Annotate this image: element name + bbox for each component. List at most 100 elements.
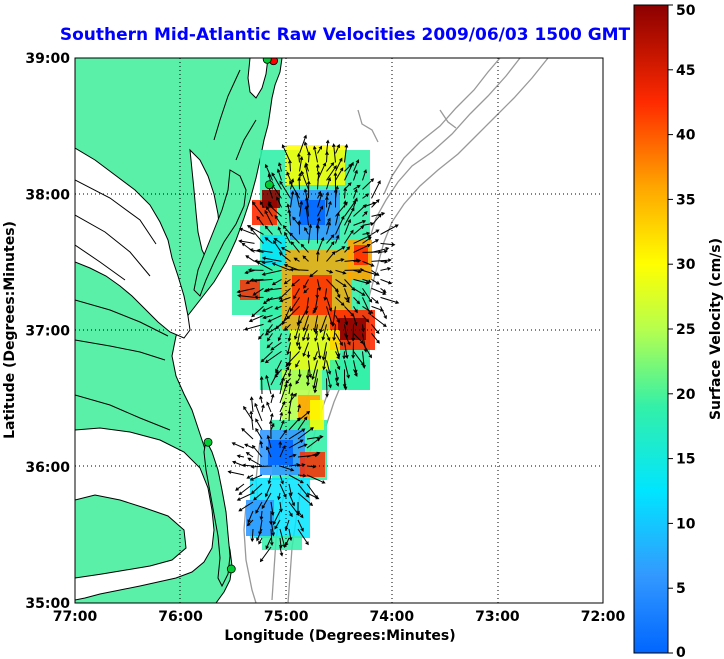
velocity-arrow bbox=[251, 201, 264, 217]
velocity-arrow bbox=[308, 223, 313, 244]
velocity-vectors-north bbox=[236, 134, 400, 398]
velocity-arrow bbox=[335, 167, 344, 181]
velocity-arrow bbox=[353, 184, 361, 190]
velocity-arrow bbox=[279, 501, 283, 513]
velocity-arrow bbox=[335, 143, 340, 154]
velocity-arrow bbox=[265, 206, 273, 217]
velocity-arrow bbox=[322, 351, 327, 371]
velocity-arrow bbox=[247, 268, 264, 272]
velocity-arrow bbox=[265, 537, 272, 550]
velocity-arrow bbox=[266, 333, 273, 342]
x-tick-label: 72:00 bbox=[581, 609, 626, 625]
velocity-arrow bbox=[258, 537, 263, 545]
velocity-arrow bbox=[288, 492, 295, 507]
velocity-arrow bbox=[277, 492, 281, 501]
velocity-arrow bbox=[297, 510, 304, 519]
velocity-arrow bbox=[287, 369, 292, 378]
velocity-arrow bbox=[362, 278, 372, 284]
velocity-arrow bbox=[256, 215, 264, 226]
velocity-arrow bbox=[371, 278, 380, 285]
velocity-arrow bbox=[344, 161, 354, 181]
velocity-arrow bbox=[306, 378, 310, 387]
velocity-arrow bbox=[259, 440, 264, 449]
velocity-arrow bbox=[274, 519, 281, 530]
velocity-arrow bbox=[258, 333, 264, 340]
velocity-arrow bbox=[254, 402, 263, 422]
velocity-arrow bbox=[335, 315, 340, 324]
velocity-arrow bbox=[306, 451, 321, 458]
station-marker bbox=[264, 180, 274, 190]
velocity-arrow bbox=[264, 237, 273, 244]
velocity-arrow bbox=[297, 528, 309, 546]
plot-frame bbox=[74, 57, 604, 604]
velocity-arrow bbox=[278, 252, 291, 262]
velocity-arrow bbox=[317, 342, 322, 360]
velocity-arrow bbox=[253, 278, 273, 283]
velocity-arrow bbox=[247, 457, 263, 467]
velocity-arrow bbox=[259, 510, 264, 521]
velocity-arrow bbox=[238, 501, 254, 512]
velocity-arrow bbox=[273, 238, 282, 244]
velocity-arrow bbox=[333, 171, 338, 190]
velocity-arrow bbox=[306, 435, 324, 440]
velocity-arrow bbox=[269, 528, 274, 547]
velocity-arrow bbox=[344, 246, 351, 253]
station-marker bbox=[226, 564, 236, 574]
velocity-arrow bbox=[249, 410, 254, 431]
velocity-arrow bbox=[297, 416, 308, 431]
velocity-arrow bbox=[264, 350, 282, 364]
velocity-arrow bbox=[245, 255, 255, 262]
velocity-arrow bbox=[297, 152, 301, 163]
velocity-arrow bbox=[362, 260, 375, 267]
velocity-arrow bbox=[312, 145, 318, 163]
velocity-arrow bbox=[253, 295, 264, 300]
velocity-arrow bbox=[344, 143, 349, 163]
velocity-arrow bbox=[380, 278, 393, 285]
plot-area bbox=[74, 57, 604, 604]
velocity-arrow bbox=[371, 297, 380, 304]
velocity-arrow bbox=[362, 342, 372, 359]
velocity-arrow bbox=[380, 288, 387, 293]
velocity-arrow bbox=[295, 333, 300, 347]
velocity-arrow bbox=[232, 460, 245, 467]
velocity-arrow bbox=[261, 269, 282, 276]
velocity-arrow bbox=[315, 163, 320, 172]
velocity-arrow bbox=[344, 218, 352, 235]
velocity-arrow bbox=[335, 297, 345, 307]
velocity-arrow bbox=[295, 360, 300, 368]
velocity-arrow bbox=[371, 213, 382, 226]
velocity-arrow bbox=[238, 239, 255, 244]
velocity-arrow bbox=[266, 342, 273, 349]
velocity-arrow bbox=[362, 288, 373, 303]
x-tick-label: 73:00 bbox=[475, 609, 520, 625]
velocity-arrow bbox=[317, 145, 323, 154]
y-axis-ticks: 39:00 38:00 37:00 36:00 35:00 bbox=[25, 51, 70, 612]
velocity-arrow bbox=[325, 378, 329, 398]
velocity-arrow bbox=[288, 510, 293, 518]
velocity-arrow bbox=[249, 248, 264, 253]
velocity-arrow bbox=[308, 360, 313, 379]
y-tick-label: 37:00 bbox=[25, 324, 70, 340]
velocity-arrow bbox=[362, 315, 370, 323]
velocity-arrow bbox=[286, 360, 291, 367]
velocity-arrow bbox=[237, 293, 255, 298]
velocity-arrow bbox=[271, 172, 282, 190]
velocity-arrow bbox=[259, 546, 272, 563]
velocity-arrow bbox=[380, 267, 392, 271]
velocity-arrow bbox=[249, 474, 263, 481]
velocity-arrow bbox=[351, 342, 356, 359]
velocity-arrow bbox=[243, 323, 264, 331]
velocity-arrow bbox=[344, 229, 354, 244]
velocity-arrow bbox=[312, 306, 318, 314]
velocity-arrow bbox=[353, 278, 370, 285]
velocity-arrow bbox=[371, 287, 387, 295]
velocity-arrow bbox=[264, 163, 273, 181]
velocity-arrow bbox=[274, 305, 282, 310]
velocity-arrow bbox=[267, 203, 282, 217]
colorbar-tick-label: 30 bbox=[676, 257, 696, 273]
x-axis-ticks: 77:00 76:00 75:00 74:00 73:00 72:00 bbox=[53, 609, 626, 625]
velocity-arrow bbox=[314, 333, 318, 342]
velocity-arrow bbox=[294, 324, 300, 340]
velocity-arrow bbox=[353, 259, 362, 263]
velocity-arrow bbox=[288, 474, 304, 484]
